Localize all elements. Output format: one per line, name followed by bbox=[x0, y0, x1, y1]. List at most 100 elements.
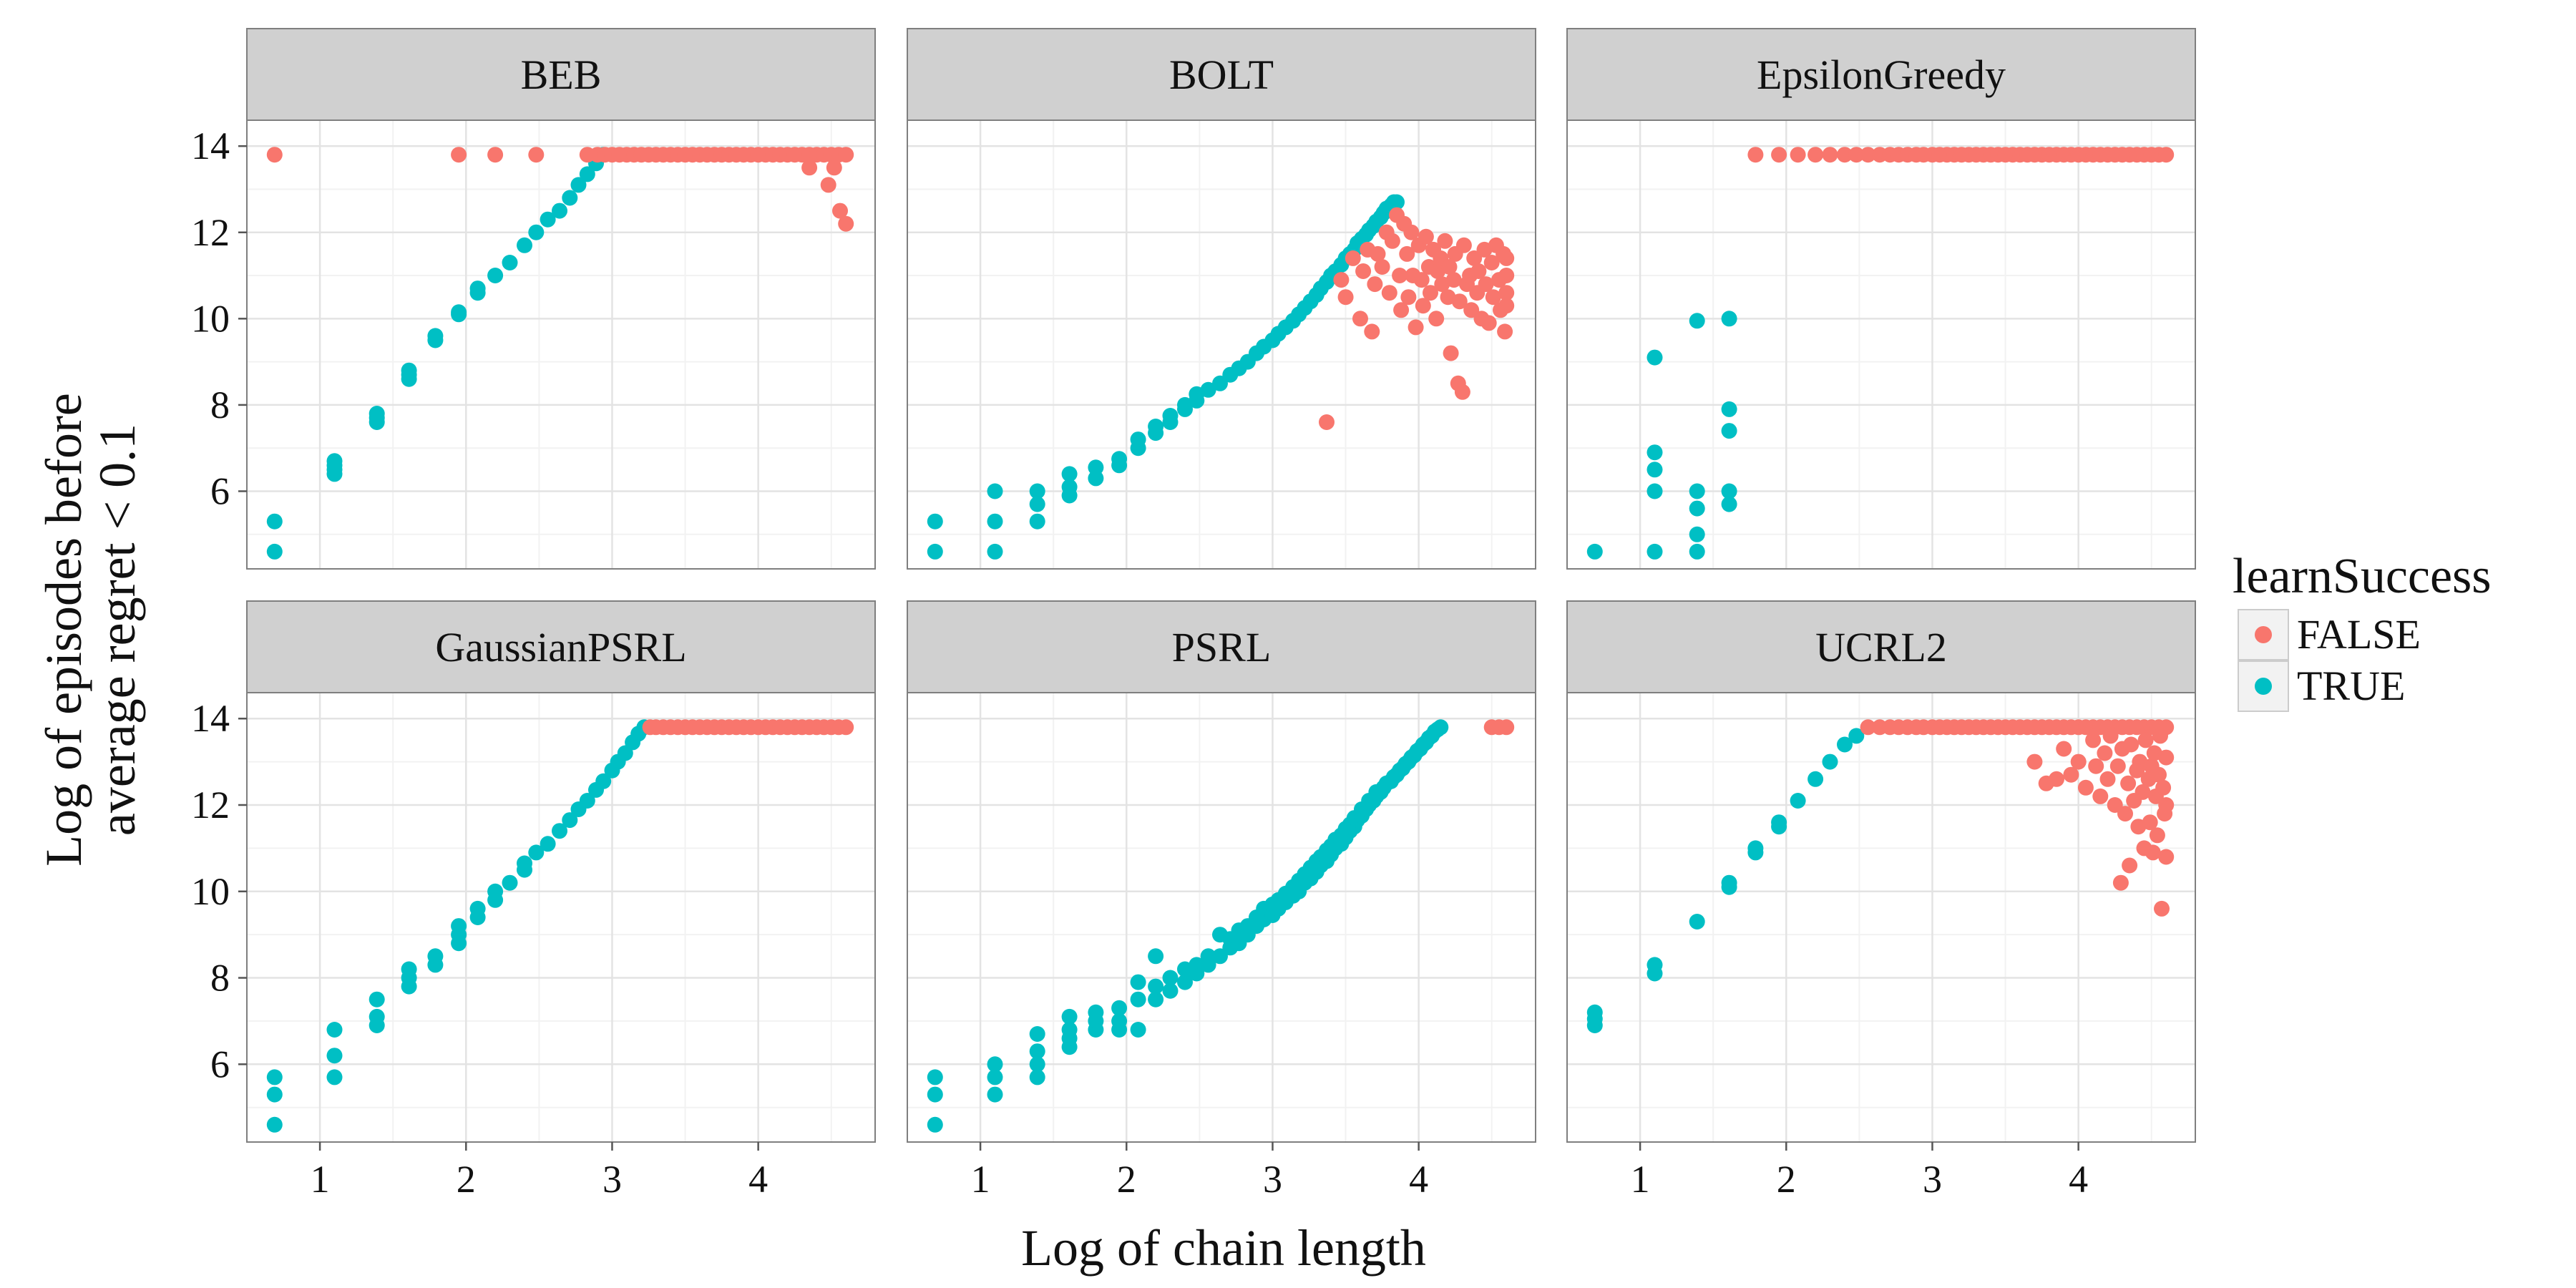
data-point-true bbox=[1029, 496, 1045, 512]
data-point-false bbox=[1860, 719, 1876, 736]
data-point-false bbox=[2135, 784, 2151, 800]
facet-panel-bolt: BOLT bbox=[907, 28, 1536, 570]
data-point-false bbox=[2102, 728, 2119, 744]
data-point-false bbox=[1498, 298, 1515, 314]
data-point-true bbox=[517, 237, 532, 253]
data-point-true bbox=[927, 1086, 943, 1103]
data-point-false bbox=[1374, 259, 1390, 275]
data-point-true bbox=[1130, 991, 1146, 1008]
facet-strip-ucrl2 bbox=[1566, 600, 2196, 693]
data-point-false bbox=[1441, 259, 1458, 275]
data-point-true bbox=[1790, 793, 1806, 809]
data-point-false bbox=[1445, 272, 1462, 288]
data-point-true bbox=[1689, 914, 1705, 930]
data-point-false bbox=[1498, 285, 1515, 301]
data-point-false bbox=[2123, 736, 2140, 753]
y-axis-title-line-1: Log of episodes before bbox=[35, 393, 92, 867]
facet-panel-ucrl2: UCRL2 1 2 3 4 bbox=[1566, 600, 2196, 1201]
plot-area-bolt bbox=[907, 120, 1536, 569]
data-point-true bbox=[427, 948, 444, 965]
data-point-true bbox=[1848, 728, 1865, 744]
facet-panel-psrl: PSRL 1 2 3 4 bbox=[907, 600, 1536, 1201]
data-point-true bbox=[528, 844, 545, 861]
data-point-false bbox=[2142, 814, 2158, 831]
data-point-true bbox=[1189, 957, 1205, 973]
data-point-false bbox=[1400, 289, 1417, 306]
data-point-true bbox=[540, 211, 556, 228]
data-point-true bbox=[266, 543, 283, 560]
data-point-true bbox=[1148, 978, 1164, 995]
data-point-false bbox=[2099, 771, 2116, 787]
x-tick-label: 3 bbox=[1263, 1158, 1282, 1201]
data-point-true bbox=[1646, 444, 1663, 461]
data-point-true bbox=[1837, 736, 1853, 753]
data-point-true bbox=[1721, 874, 1737, 891]
data-point-false bbox=[1443, 345, 1459, 361]
data-point-true bbox=[1689, 500, 1705, 517]
y-tick-label: 14 bbox=[191, 697, 230, 740]
data-point-true bbox=[1689, 313, 1705, 329]
data-point-true bbox=[1148, 419, 1164, 434]
data-point-true bbox=[1200, 948, 1216, 965]
y-tick-label: 14 bbox=[191, 125, 230, 167]
facet-strip-label-ucrl2: UCRL2 bbox=[1815, 624, 1947, 670]
data-point-false bbox=[2112, 874, 2129, 891]
data-point-false bbox=[2085, 732, 2102, 748]
data-point-false bbox=[2152, 728, 2168, 744]
data-point-true bbox=[1586, 1004, 1603, 1020]
data-point-true bbox=[1111, 451, 1128, 467]
y-tick-label: 8 bbox=[210, 384, 230, 426]
panel-border-psrl bbox=[907, 692, 1536, 1143]
plot-area-beb bbox=[247, 120, 875, 569]
x-tick-label: 1 bbox=[311, 1158, 330, 1201]
legend-key-true-dot bbox=[2255, 678, 2272, 695]
data-point-true bbox=[1433, 719, 1449, 736]
data-point-false bbox=[1498, 268, 1515, 283]
x-tick-label: 3 bbox=[602, 1158, 622, 1201]
data-point-false bbox=[1415, 298, 1431, 314]
data-point-true bbox=[451, 918, 467, 935]
data-point-true bbox=[1111, 1013, 1128, 1029]
data-point-false bbox=[1384, 233, 1400, 249]
data-point-true bbox=[1130, 431, 1146, 448]
data-point-false bbox=[826, 160, 842, 176]
data-point-false bbox=[1747, 147, 1764, 163]
legend-title: learnSuccess bbox=[2233, 549, 2492, 604]
legend-label-true: TRUE bbox=[2297, 663, 2405, 709]
x-tick-label: 2 bbox=[1117, 1158, 1136, 1201]
data-point-false bbox=[1364, 323, 1380, 340]
data-point-false bbox=[1455, 237, 1472, 253]
data-point-true bbox=[1029, 513, 1045, 530]
data-point-true bbox=[369, 406, 385, 421]
data-point-true bbox=[1148, 948, 1164, 965]
data-point-true bbox=[1088, 459, 1104, 476]
plot-area-epsilongreedy bbox=[1567, 120, 2195, 569]
x-tick-label: 3 bbox=[1923, 1158, 1942, 1201]
data-point-false bbox=[2109, 758, 2126, 774]
data-point-true bbox=[927, 513, 943, 530]
facet-strip-label-bolt: BOLT bbox=[1169, 52, 1274, 98]
data-point-true bbox=[552, 203, 567, 219]
panel-border-epsilongreedy bbox=[1566, 119, 2196, 570]
data-point-true bbox=[502, 255, 518, 270]
data-point-false bbox=[1483, 255, 1500, 270]
data-point-false bbox=[1418, 228, 1434, 245]
facet-strip-label-beb: BEB bbox=[521, 52, 602, 98]
data-point-true bbox=[1771, 814, 1787, 831]
data-point-true bbox=[1061, 479, 1078, 495]
data-point-true bbox=[1162, 970, 1179, 986]
y-tick-label: 12 bbox=[191, 211, 230, 254]
data-point-false bbox=[1381, 285, 1397, 301]
data-point-true bbox=[469, 900, 486, 917]
data-point-false bbox=[2120, 775, 2137, 791]
data-point-true bbox=[1721, 483, 1737, 499]
data-point-false bbox=[1848, 147, 1865, 163]
data-point-true bbox=[1822, 753, 1838, 770]
legend-label-false: FALSE bbox=[2297, 611, 2421, 658]
data-point-false bbox=[2026, 753, 2043, 770]
panel-border-beb bbox=[246, 119, 876, 570]
facet-panel-epsilongreedy: EpsilonGreedy bbox=[1566, 28, 2196, 570]
panel-border-bolt bbox=[907, 119, 1536, 570]
plot-area-psrl bbox=[907, 693, 1536, 1142]
